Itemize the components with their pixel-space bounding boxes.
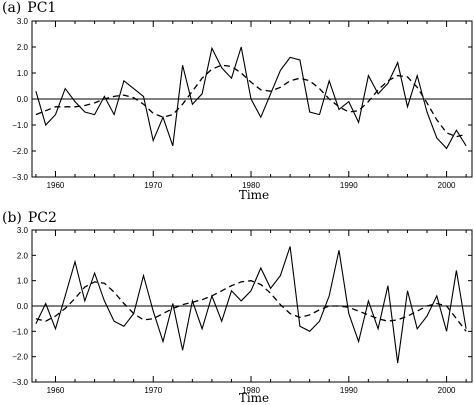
panel-title: (b) PC2	[2, 210, 57, 226]
x-tick-label: 1970	[144, 386, 162, 395]
x-tick-label: 2000	[438, 181, 456, 190]
y-tick-label: 2.0	[17, 251, 29, 260]
smoothed-series-line	[35, 280, 467, 332]
x-tick-label: 1970	[144, 181, 162, 190]
raw-series-line	[35, 246, 467, 364]
panel-title: (a) PC1	[2, 0, 56, 16]
y-tick-label: 2.0	[17, 43, 29, 52]
y-tick-label: −3.0	[12, 378, 28, 387]
panel-label: (b)	[2, 210, 22, 226]
y-tick-label: −2.0	[12, 353, 28, 362]
y-tick-label: 0.0	[17, 95, 29, 104]
panel-label: (a)	[2, 0, 21, 16]
y-tick-label: −2.0	[12, 147, 28, 156]
y-tick-label: 0.0	[17, 302, 29, 311]
y-tick-label: −3.0	[12, 173, 28, 182]
x-axis-title: Time	[239, 188, 269, 202]
y-tick-label: −1.0	[12, 121, 28, 130]
y-tick-label: 1.0	[17, 69, 29, 78]
x-axis-title: Time	[239, 391, 269, 405]
series-title: PC1	[27, 0, 56, 16]
y-tick-label: 1.0	[17, 277, 29, 286]
y-tick-label: 3.0	[17, 17, 29, 26]
x-tick-label: 2000	[438, 386, 456, 395]
panel-pc2: (b) PC2 −3.0 −2.0 −1.0 0.0 1.0 2.0 3.0 1960 1970 19…	[2, 210, 473, 405]
y-tick-label: −1.0	[12, 327, 28, 336]
smoothed-series-line	[35, 64, 467, 138]
x-tick-label: 1960	[47, 386, 65, 395]
x-tick-label: 1980	[242, 181, 260, 190]
y-tick-label: 3.0	[17, 226, 29, 235]
x-tick-label: 1980	[242, 386, 260, 395]
raw-series-line	[35, 46, 467, 150]
x-tick-label: 1990	[340, 386, 358, 395]
series-title: PC2	[28, 210, 57, 226]
panel-pc1: (a) PC1 −3.0 −2.0 −1.0 0.0 1.0 2.0 3.0 1960 1970 19…	[2, 0, 473, 202]
x-tick-label: 1960	[47, 181, 65, 190]
x-tick-label: 1990	[340, 181, 358, 190]
